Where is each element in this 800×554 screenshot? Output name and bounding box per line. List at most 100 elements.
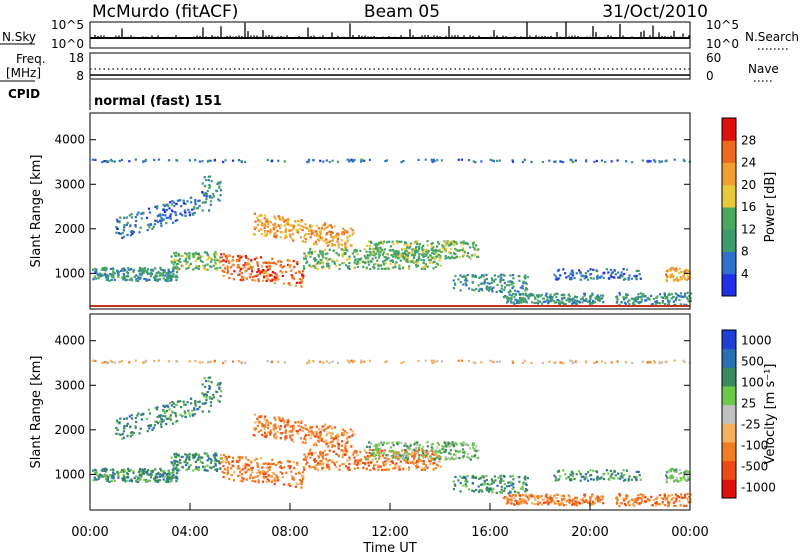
- power-data-point: [314, 230, 317, 233]
- power-data-point: [602, 276, 606, 280]
- velocity-data-point: [390, 454, 393, 458]
- power-data-point: [147, 268, 150, 271]
- power-data-point: [462, 240, 465, 243]
- velocity-data-point: [184, 463, 188, 467]
- velocity-data-point: [497, 476, 500, 479]
- velocity-data-point: [261, 480, 265, 483]
- velocity-data-point: [254, 421, 257, 424]
- power-data-point: [209, 195, 212, 198]
- velocity-data-point: [94, 471, 97, 475]
- power-data-point: [212, 192, 215, 196]
- velocity-data-point: [303, 458, 306, 461]
- power-data-point: [634, 275, 637, 278]
- velocity-data-point: [623, 473, 626, 477]
- velocity-data-point: [409, 453, 412, 456]
- power-data-point: [569, 277, 572, 280]
- velocity-data-point: [418, 454, 421, 457]
- power-data-point: [353, 255, 356, 258]
- sky-tick-top: 10^5: [51, 18, 84, 32]
- power-data-point: [432, 246, 435, 249]
- velocity-data-point: [214, 452, 217, 455]
- velocity-data-point: [457, 450, 460, 454]
- power-data-point: [440, 159, 443, 162]
- velocity-data-point: [198, 400, 201, 403]
- power-data-point: [115, 225, 118, 229]
- velocity-data-point: [178, 458, 182, 462]
- power-data-point: [244, 255, 248, 258]
- velocity-data-point: [150, 473, 154, 477]
- power-data-point: [384, 262, 388, 265]
- power-data-point: [198, 204, 201, 208]
- velocity-data-point: [591, 494, 594, 498]
- velocity-data-point: [460, 359, 464, 362]
- velocity-data-point: [130, 417, 134, 420]
- velocity-data-point: [151, 469, 154, 473]
- power-data-point: [468, 256, 471, 259]
- power-data-point: [585, 297, 588, 301]
- power-data-point: [337, 232, 340, 235]
- velocity-data-point: [517, 475, 520, 479]
- power-data-point: [186, 261, 189, 264]
- velocity-data-point: [610, 473, 613, 476]
- power-data-point: [354, 248, 357, 251]
- power-data-point: [164, 214, 167, 217]
- power-data-point: [292, 275, 295, 278]
- power-data-point: [251, 265, 254, 269]
- power-data-point: [209, 260, 213, 263]
- velocity-data-point: [486, 482, 489, 486]
- power-data-point: [672, 300, 675, 303]
- velocity-data-point: [274, 427, 278, 430]
- power-data-point: [368, 254, 371, 257]
- velocity-data-point: [251, 479, 254, 483]
- velocity-data-point: [253, 459, 256, 462]
- velocity-data-point: [341, 456, 344, 459]
- power-data-point: [453, 282, 457, 285]
- velocity-data-point: [277, 360, 280, 363]
- power-data-point: [639, 292, 642, 295]
- velocity-data-point: [688, 495, 691, 499]
- velocity-colorbar-tick: -100: [741, 439, 768, 453]
- velocity-data-point: [264, 421, 268, 424]
- cpid-label: CPID: [8, 87, 40, 101]
- power-data-point: [333, 243, 336, 247]
- power-data-point: [261, 268, 265, 272]
- velocity-data-point: [405, 450, 408, 453]
- velocity-data-point: [164, 415, 167, 418]
- velocity-data-point: [565, 500, 568, 503]
- velocity-data-point: [175, 460, 178, 463]
- power-data-point: [321, 267, 324, 270]
- power-data-point: [116, 270, 119, 273]
- power-data-point: [524, 274, 527, 277]
- velocity-data-point: [551, 496, 554, 500]
- power-data-point: [156, 272, 159, 275]
- power-data-point: [213, 254, 216, 257]
- velocity-data-point: [328, 361, 331, 365]
- velocity-data-point: [649, 361, 652, 364]
- power-data-point: [214, 263, 217, 266]
- velocity-data-point: [373, 444, 376, 447]
- power-colorbar-tick: 16: [741, 200, 756, 214]
- power-data-point: [188, 251, 191, 255]
- velocity-data-point: [279, 464, 282, 468]
- velocity-data-point: [140, 475, 143, 478]
- power-data-point: [300, 285, 303, 288]
- velocity-data-point: [201, 465, 205, 468]
- power-data-point: [426, 265, 429, 268]
- velocity-data-point: [333, 444, 336, 448]
- power-data-point: [554, 160, 557, 163]
- velocity-data-point: [306, 361, 309, 365]
- power-data-point: [617, 271, 620, 274]
- velocity-data-point: [525, 489, 529, 492]
- velocity-data-point: [376, 450, 379, 453]
- power-data-point: [418, 253, 421, 256]
- power-data-point: [138, 277, 141, 280]
- velocity-data-point: [325, 439, 328, 442]
- power-data-point: [654, 303, 657, 306]
- power-data-point: [630, 277, 633, 280]
- velocity-data-point: [337, 435, 340, 438]
- power-data-point: [369, 240, 372, 243]
- power-data-point: [379, 264, 382, 267]
- velocity-data-point: [142, 412, 145, 415]
- velocity-data-point: [152, 426, 155, 430]
